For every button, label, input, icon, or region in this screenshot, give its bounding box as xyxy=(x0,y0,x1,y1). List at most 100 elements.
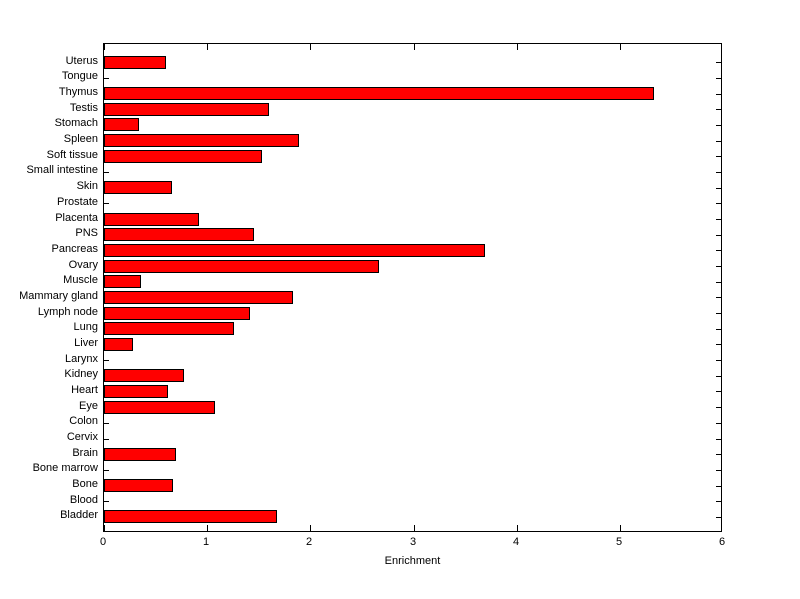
y-label-tongue: Tongue xyxy=(61,70,98,82)
y-label-kidney: Kidney xyxy=(64,368,98,380)
x-tick-4 xyxy=(517,525,518,531)
y-label-eye: Eye xyxy=(79,400,98,412)
y-tick-tongue xyxy=(104,78,109,79)
y-label-small-intestine: Small intestine xyxy=(26,164,98,176)
y-label-colon: Colon xyxy=(69,415,98,427)
y-tick-lymph-node xyxy=(716,313,721,314)
bar-stomach xyxy=(104,118,139,131)
x-tick-1 xyxy=(207,44,208,50)
x-tick-0 xyxy=(104,44,105,50)
y-label-mammary-gland: Mammary gland xyxy=(19,290,98,302)
y-label-lung: Lung xyxy=(73,321,98,333)
bar-pancreas xyxy=(104,244,485,257)
y-tick-bladder xyxy=(716,517,721,518)
bar-lung xyxy=(104,322,234,335)
y-tick-stomach xyxy=(716,125,721,126)
y-tick-small-intestine xyxy=(716,172,721,173)
y-tick-ovary xyxy=(716,266,721,267)
y-tick-tongue xyxy=(716,78,721,79)
bar-kidney xyxy=(104,369,184,382)
y-tick-soft-tissue xyxy=(716,156,721,157)
x-tick-label-0: 0 xyxy=(99,536,107,548)
y-tick-bone-marrow xyxy=(104,470,109,471)
y-tick-blood xyxy=(716,501,721,502)
bar-eye xyxy=(104,401,215,414)
y-label-skin: Skin xyxy=(76,180,98,192)
y-tick-prostate xyxy=(716,203,721,204)
bar-pns xyxy=(104,228,254,241)
x-tick-5 xyxy=(620,525,621,531)
bar-placenta xyxy=(104,213,199,226)
x-tick-label-1: 1 xyxy=(202,536,210,548)
y-tick-brain xyxy=(716,454,721,455)
y-tick-pns xyxy=(716,235,721,236)
y-tick-pancreas xyxy=(716,250,721,251)
y-label-pns: PNS xyxy=(75,227,98,239)
y-label-prostate: Prostate xyxy=(57,196,98,208)
x-tick-0 xyxy=(104,525,105,531)
y-label-ovary: Ovary xyxy=(68,259,98,271)
x-tick-3 xyxy=(414,525,415,531)
bar-spleen xyxy=(104,134,299,147)
y-tick-bone xyxy=(716,486,721,487)
y-label-soft-tissue: Soft tissue xyxy=(46,149,98,161)
y-tick-lung xyxy=(716,329,721,330)
y-tick-colon xyxy=(104,423,109,424)
bar-liver xyxy=(104,338,133,351)
y-tick-bone-marrow xyxy=(716,470,721,471)
bar-skin xyxy=(104,181,172,194)
x-tick-4 xyxy=(517,44,518,50)
y-label-thymus: Thymus xyxy=(58,86,98,98)
bar-mammary-gland xyxy=(104,291,293,304)
y-label-spleen: Spleen xyxy=(63,133,98,145)
y-label-bladder: Bladder xyxy=(60,509,98,521)
y-tick-spleen xyxy=(716,141,721,142)
y-tick-kidney xyxy=(716,376,721,377)
y-label-pancreas: Pancreas xyxy=(51,243,98,255)
y-tick-colon xyxy=(716,423,721,424)
x-tick-2 xyxy=(310,44,311,50)
y-tick-prostate xyxy=(104,203,109,204)
y-label-bone: Bone xyxy=(72,478,98,490)
bar-lymph-node xyxy=(104,307,250,320)
bar-muscle xyxy=(104,275,141,288)
y-tick-cervix xyxy=(104,439,109,440)
y-tick-heart xyxy=(716,391,721,392)
x-tick-2 xyxy=(310,525,311,531)
y-label-liver: Liver xyxy=(74,337,98,349)
x-tick-3 xyxy=(414,44,415,50)
x-tick-1 xyxy=(207,525,208,531)
y-label-larynx: Larynx xyxy=(64,353,98,365)
y-tick-cervix xyxy=(716,439,721,440)
y-tick-skin xyxy=(716,188,721,189)
x-tick-6 xyxy=(721,44,722,50)
y-tick-thymus xyxy=(716,94,721,95)
bar-uterus xyxy=(104,56,166,69)
y-tick-liver xyxy=(716,344,721,345)
bar-soft-tissue xyxy=(104,150,262,163)
y-tick-eye xyxy=(716,407,721,408)
y-tick-small-intestine xyxy=(104,172,109,173)
y-label-brain: Brain xyxy=(72,447,98,459)
y-label-blood: Blood xyxy=(69,494,98,506)
y-tick-muscle xyxy=(716,282,721,283)
bar-brain xyxy=(104,448,176,461)
bar-heart xyxy=(104,385,168,398)
bar-thymus xyxy=(104,87,654,100)
plot-area xyxy=(103,43,722,532)
y-label-placenta: Placenta xyxy=(55,212,98,224)
y-label-lymph-node: Lymph node xyxy=(37,306,98,318)
y-tick-testis xyxy=(716,109,721,110)
x-tick-6 xyxy=(721,525,722,531)
x-tick-label-4: 4 xyxy=(512,536,520,548)
y-label-cervix: Cervix xyxy=(66,431,98,443)
bar-bladder xyxy=(104,510,277,523)
y-label-heart: Heart xyxy=(71,384,98,396)
y-tick-larynx xyxy=(104,360,109,361)
y-label-testis: Testis xyxy=(69,102,98,114)
x-tick-label-2: 2 xyxy=(305,536,313,548)
x-tick-label-5: 5 xyxy=(615,536,623,548)
y-label-uterus: Uterus xyxy=(65,55,98,67)
y-label-stomach: Stomach xyxy=(54,117,98,129)
bar-testis xyxy=(104,103,269,116)
